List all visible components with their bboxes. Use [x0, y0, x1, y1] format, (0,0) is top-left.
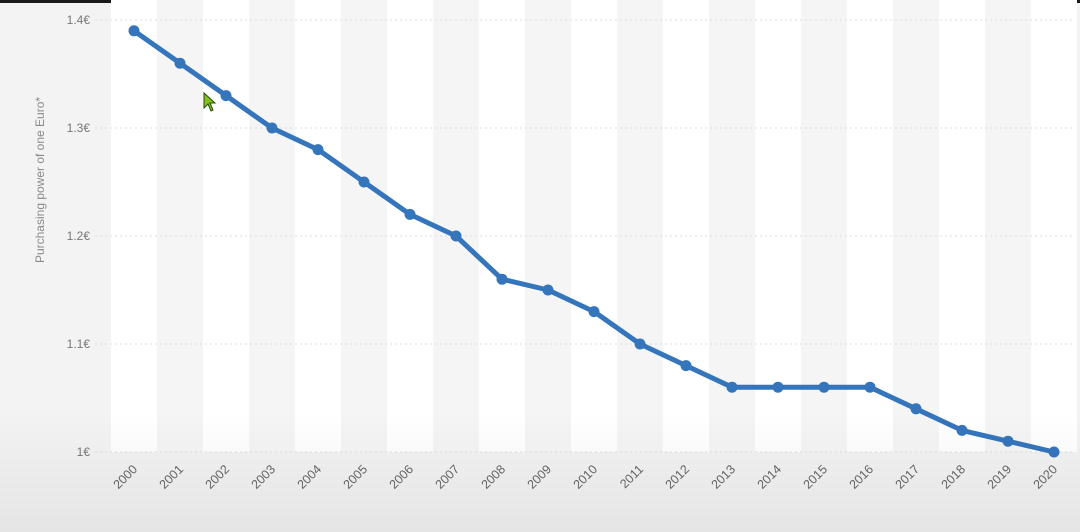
background-band — [387, 0, 433, 452]
background-band — [1031, 0, 1077, 452]
background-band — [571, 0, 617, 452]
y-tick-label: 1.3€ — [67, 121, 91, 135]
data-point — [634, 338, 646, 350]
background-band — [249, 0, 295, 452]
x-tick-label: 2015 — [801, 462, 831, 492]
x-tick-label: 2012 — [663, 462, 693, 492]
data-point — [404, 208, 416, 220]
data-point — [358, 176, 370, 188]
y-axis-ticks: 1.4€ 1.3€ 1.2€ 1.1€ 1€ — [67, 13, 91, 459]
x-tick-label: 2014 — [755, 462, 785, 492]
background-band — [617, 0, 663, 452]
x-tick-label: 2016 — [847, 462, 877, 492]
y-tick-label: 1.2€ — [67, 229, 91, 243]
data-point — [450, 230, 462, 242]
x-tick-label: 2013 — [709, 462, 739, 492]
data-point — [726, 381, 738, 393]
x-tick-label: 2006 — [387, 462, 417, 492]
background-bands — [111, 0, 1077, 452]
data-point — [312, 144, 324, 156]
data-point — [680, 360, 692, 372]
background-band — [985, 0, 1031, 452]
x-tick-label: 2004 — [295, 462, 325, 492]
data-point — [1002, 435, 1014, 447]
background-band — [111, 0, 157, 452]
data-point — [818, 381, 830, 393]
x-tick-label: 2008 — [479, 462, 509, 492]
x-tick-label: 2020 — [1031, 462, 1061, 492]
x-tick-label: 2002 — [203, 462, 233, 492]
x-tick-label: 2011 — [617, 462, 646, 491]
background-band — [847, 0, 893, 452]
background-band — [709, 0, 755, 452]
x-tick-label: 2007 — [433, 462, 463, 492]
background-band — [341, 0, 387, 452]
background-band — [295, 0, 341, 452]
x-tick-label: 2000 — [111, 462, 141, 492]
x-tick-label: 2009 — [525, 462, 555, 492]
x-tick-label: 2019 — [985, 462, 1015, 492]
background-band — [433, 0, 479, 452]
y-axis-label: Purchasing power of one Euro* — [33, 97, 47, 263]
x-tick-label: 2010 — [571, 462, 601, 492]
data-point — [128, 25, 140, 37]
x-tick-label: 2017 — [893, 462, 923, 492]
data-point — [542, 284, 554, 296]
y-tick-label: 1€ — [77, 445, 91, 459]
x-axis-ticks: 2000 2001 2002 2003 2004 2005 2006 2007 2008 2009… — [111, 462, 1061, 492]
data-point — [910, 403, 922, 415]
data-point — [220, 90, 232, 102]
data-point — [588, 306, 600, 318]
background-band — [203, 0, 249, 452]
x-tick-label: 2001 — [157, 462, 187, 492]
x-tick-label: 2003 — [249, 462, 279, 492]
data-point — [772, 381, 784, 393]
data-point — [864, 381, 876, 393]
background-band — [663, 0, 709, 452]
background-band — [939, 0, 985, 452]
mouse-pointer-icon — [203, 92, 217, 112]
y-tick-label: 1.1€ — [67, 337, 91, 351]
data-points — [128, 25, 1060, 458]
data-point — [1048, 446, 1060, 458]
background-band — [479, 0, 525, 452]
background-band — [801, 0, 847, 452]
x-tick-label: 2005 — [341, 462, 371, 492]
background-band — [893, 0, 939, 452]
x-tick-label: 2018 — [939, 462, 969, 492]
background-band — [755, 0, 801, 452]
data-point — [174, 57, 186, 69]
data-point — [956, 424, 968, 436]
background-band — [525, 0, 571, 452]
data-point — [266, 122, 278, 134]
data-point — [496, 273, 508, 285]
y-tick-label: 1.4€ — [67, 13, 91, 27]
